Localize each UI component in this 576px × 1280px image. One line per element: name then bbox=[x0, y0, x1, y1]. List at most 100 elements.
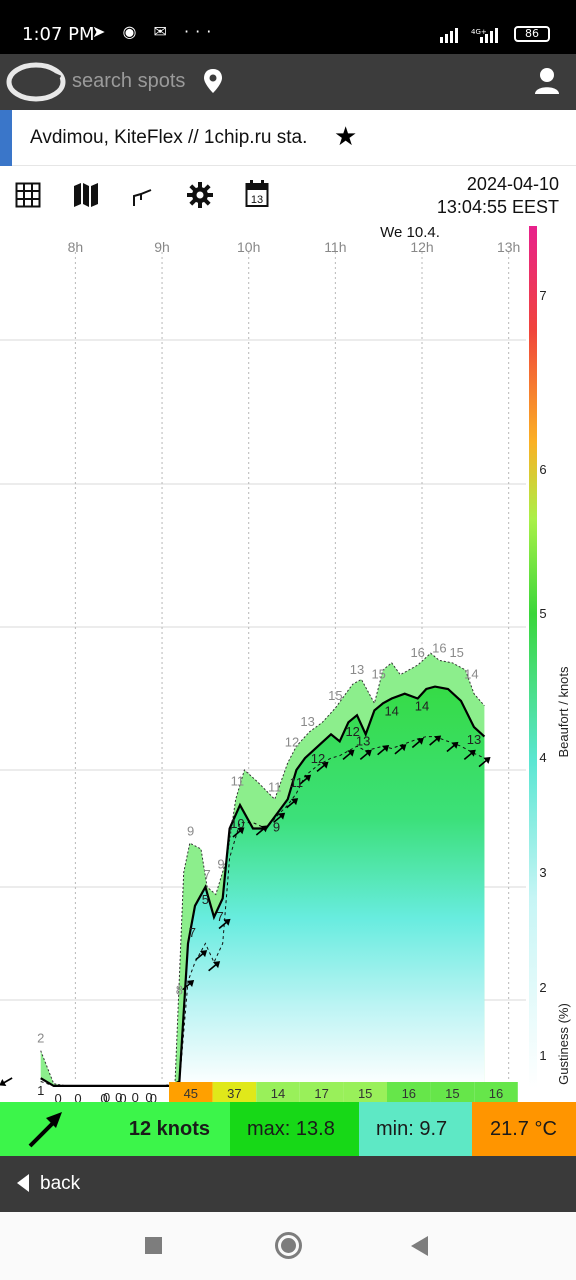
beaufort-scale-bar bbox=[529, 226, 537, 1088]
accent-strip bbox=[0, 110, 12, 166]
gust-value-label: 15 bbox=[449, 645, 463, 660]
table-icon[interactable] bbox=[15, 182, 41, 208]
hour-tick-label: 13h bbox=[497, 239, 520, 255]
min-wind: min: 9.7 bbox=[376, 1118, 448, 1140]
graph-icon[interactable] bbox=[131, 182, 155, 208]
min-wind-cell: min: 9.7 bbox=[359, 1102, 472, 1156]
app-header: search spots bbox=[0, 54, 576, 110]
temperature-cell: 21.7 °C bbox=[472, 1102, 576, 1156]
current-wind-cell: 12 knots bbox=[0, 1102, 230, 1156]
beaufort-tick-label: 1 bbox=[539, 1048, 546, 1063]
gust-value-label: 7 bbox=[203, 867, 210, 882]
gust-value-label: 11 bbox=[231, 773, 245, 788]
date-time-readout: 2024-04-10 13:04:55 EEST bbox=[437, 173, 559, 219]
average-value-label: 13 bbox=[356, 734, 370, 749]
direction-arrow-icon bbox=[299, 774, 312, 786]
back-button[interactable]: back bbox=[0, 1156, 576, 1212]
gust-line bbox=[40, 652, 485, 1087]
location-pin-icon[interactable] bbox=[203, 68, 223, 94]
beaufort-tick-label: 2 bbox=[539, 980, 546, 995]
hour-tick-label: 8h bbox=[68, 239, 84, 255]
beaufort-tick-label: 3 bbox=[539, 865, 546, 880]
back-arrow-icon bbox=[17, 1174, 29, 1192]
average-value-label: 0 bbox=[100, 1091, 107, 1102]
hour-tick-label: 9h bbox=[154, 239, 170, 255]
gust-value-label: 13 bbox=[300, 714, 314, 729]
direction-strip-label: 16 bbox=[402, 1086, 416, 1101]
direction-strip-cell bbox=[430, 1082, 475, 1102]
average-value-label: 0 bbox=[150, 1091, 157, 1102]
summary-bar: 12 knots max: 13.8 min: 9.7 21.7 °C bbox=[0, 1102, 576, 1156]
average-value-label: 13 bbox=[467, 732, 481, 747]
direction-strip-label: 45 bbox=[184, 1086, 198, 1101]
zero-value-label: 0 bbox=[115, 1090, 122, 1102]
app-logo-icon[interactable] bbox=[6, 60, 66, 104]
gust-value-label: 16 bbox=[432, 640, 446, 655]
max-wind-cell: max: 13.8 bbox=[230, 1102, 359, 1156]
max-wind: max: 13.8 bbox=[247, 1118, 335, 1140]
direction-strip: 45 37 14 17 15 16 15 16 bbox=[169, 1082, 518, 1102]
gust-value-label: 16 bbox=[410, 645, 424, 660]
zero-value-label: 0 bbox=[132, 1090, 139, 1102]
direction-strip-label: 15 bbox=[358, 1086, 372, 1101]
average-value-label: 14 bbox=[384, 704, 398, 719]
direction-strip-cell bbox=[212, 1082, 257, 1102]
direction-arrow-icon bbox=[446, 741, 459, 753]
average-area bbox=[40, 686, 485, 1087]
settings-icon[interactable] bbox=[187, 182, 213, 208]
direction-arrow-icon bbox=[316, 761, 329, 773]
search-input[interactable]: search spots bbox=[72, 70, 186, 92]
chart-areas bbox=[40, 653, 485, 1087]
back-label: back bbox=[40, 1173, 81, 1194]
beaufort-tick-label: 4 bbox=[539, 750, 546, 765]
average-value-label: 7 bbox=[216, 909, 223, 924]
calendar-icon[interactable]: 13 bbox=[245, 180, 269, 208]
average-value-label: 0 bbox=[119, 1091, 126, 1102]
zero-value-label: 0 bbox=[145, 1090, 152, 1102]
gust-value-label: 15 bbox=[328, 688, 342, 703]
home-button[interactable] bbox=[275, 1232, 302, 1259]
average-value-label: 5 bbox=[202, 892, 209, 907]
direction-strip-cell bbox=[299, 1082, 344, 1102]
direction-arrow-icon bbox=[342, 749, 355, 761]
gust-value-label: 13 bbox=[350, 662, 364, 677]
direction-strip-label: 16 bbox=[489, 1086, 503, 1101]
direction-arrow-icon bbox=[208, 961, 221, 972]
beaufort-tick-label: 5 bbox=[539, 606, 546, 621]
hour-tick-label: 12h bbox=[410, 239, 433, 255]
day-label: We 10.4. bbox=[380, 224, 440, 241]
y-axis-label: Beaufort / knots bbox=[556, 666, 571, 758]
direction-arrow-icon bbox=[394, 744, 407, 755]
temperature: 21.7 °C bbox=[490, 1118, 557, 1140]
direction-arrow-icon bbox=[463, 749, 476, 761]
gust-value-label: 15 bbox=[371, 667, 385, 682]
average-value-label: 1 bbox=[37, 1083, 44, 1098]
average-line bbox=[40, 685, 486, 1087]
average-value-label: 9 bbox=[273, 819, 280, 834]
beaufort-tick-label: 7 bbox=[539, 288, 546, 303]
system-back-button[interactable] bbox=[411, 1236, 428, 1256]
hour-tick-label: 10h bbox=[237, 239, 260, 255]
spot-title-bar: Avdimou, KiteFlex // 1chip.ru sta. ★ bbox=[0, 110, 576, 166]
map-icon[interactable] bbox=[73, 182, 99, 208]
network-type: 4G+ bbox=[471, 28, 487, 36]
favorite-star-icon[interactable]: ★ bbox=[334, 122, 358, 152]
average-value-label: 11 bbox=[290, 775, 304, 790]
direction-arrow-icon bbox=[273, 812, 286, 824]
user-icon[interactable] bbox=[534, 67, 560, 95]
beaufort-scale: 1 2 3 4 5 6 7 Beaufort / knots Gustiness (%) bbox=[529, 226, 571, 1088]
direction-arrow-icon bbox=[0, 1077, 13, 1086]
direction-arrow-icon bbox=[359, 749, 372, 761]
current-date: 2024-04-10 bbox=[466, 174, 559, 194]
direction-strip-cell bbox=[387, 1082, 431, 1102]
direction-strip-label: 37 bbox=[227, 1086, 241, 1101]
average-value-label: 10 bbox=[230, 816, 244, 831]
recents-button[interactable] bbox=[145, 1237, 162, 1254]
direction-arrow-icon bbox=[195, 950, 208, 961]
direction-strip-cell bbox=[169, 1082, 213, 1102]
direction-arrow-icon bbox=[286, 798, 299, 809]
average-value-label: 0 bbox=[54, 1091, 61, 1102]
direction-arrow-icon bbox=[429, 735, 442, 746]
direction-arrow-icon bbox=[182, 980, 195, 991]
